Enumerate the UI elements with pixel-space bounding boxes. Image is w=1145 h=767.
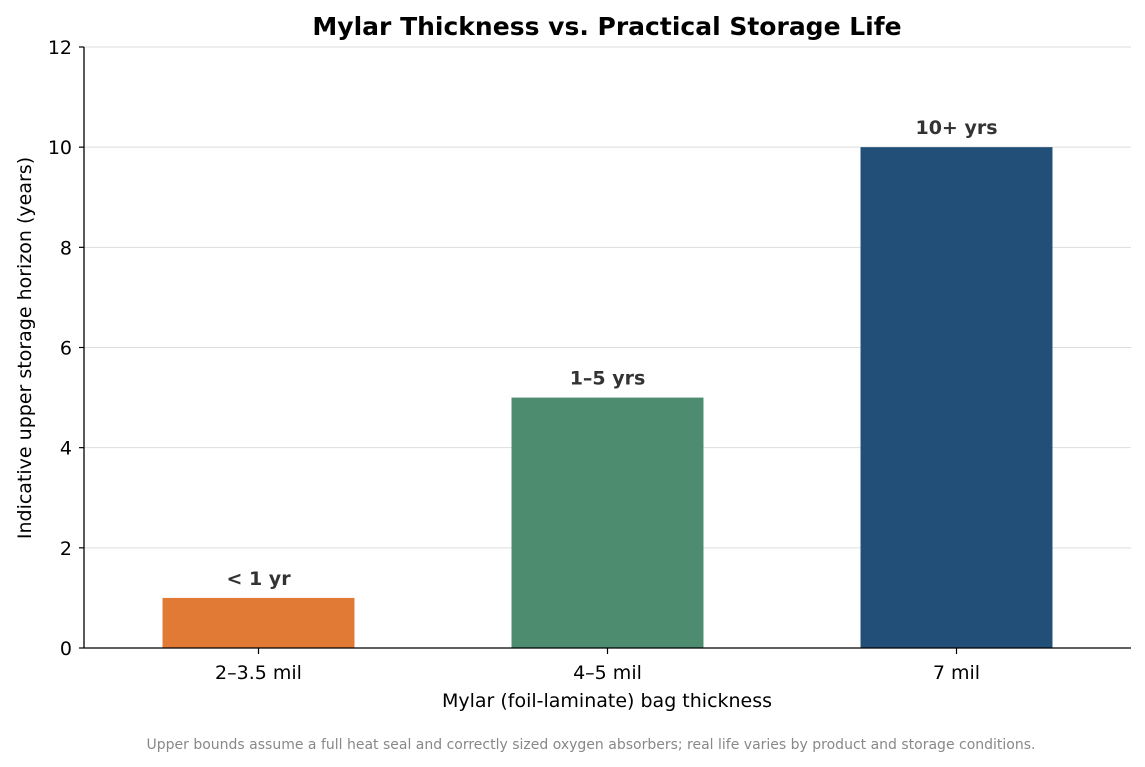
- bar: [162, 597, 355, 648]
- y-tick-label: 4: [60, 438, 72, 460]
- axis-layer: 0 2 4 6 8 10 12 2–3.5 mil 4–5 mil 7 mil: [48, 37, 1131, 684]
- bar: [860, 147, 1053, 648]
- y-tick-label: 12: [48, 37, 72, 59]
- bar: [511, 397, 704, 648]
- footnote: Upper bounds assume a full heat seal and…: [147, 737, 1036, 753]
- y-tick-label: 8: [60, 237, 72, 259]
- bar-value-label: 10+ yrs: [915, 117, 997, 139]
- y-tick-label: 10: [48, 137, 72, 159]
- bar-value-label: 1–5 yrs: [570, 368, 646, 390]
- chart-title: Mylar Thickness vs. Practical Storage Li…: [312, 12, 901, 41]
- y-tick-label: 2: [60, 538, 72, 560]
- bar-layer: < 1 yr 1–5 yrs 10+ yrs: [162, 117, 1053, 648]
- y-axis-label: Indicative upper storage horizon (years): [14, 157, 36, 539]
- x-tick-label: 2–3.5 mil: [215, 662, 302, 684]
- text-layer: Mylar Thickness vs. Practical Storage Li…: [14, 12, 1035, 753]
- y-tick-label: 6: [60, 338, 72, 360]
- x-axis-label: Mylar (foil-laminate) bag thickness: [442, 690, 772, 712]
- bar-value-label: < 1 yr: [226, 568, 291, 590]
- y-tick-label: 0: [60, 638, 72, 660]
- x-tick-label: 4–5 mil: [573, 662, 642, 684]
- x-tick-label: 7 mil: [933, 662, 980, 684]
